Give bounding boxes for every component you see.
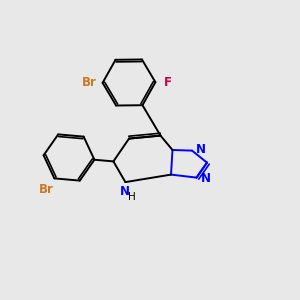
Text: N: N	[200, 172, 211, 185]
Text: Br: Br	[82, 76, 97, 89]
Text: Br: Br	[39, 183, 54, 196]
Text: H: H	[128, 192, 135, 202]
Text: N: N	[120, 185, 130, 198]
Text: F: F	[164, 76, 171, 88]
Text: N: N	[195, 143, 206, 156]
